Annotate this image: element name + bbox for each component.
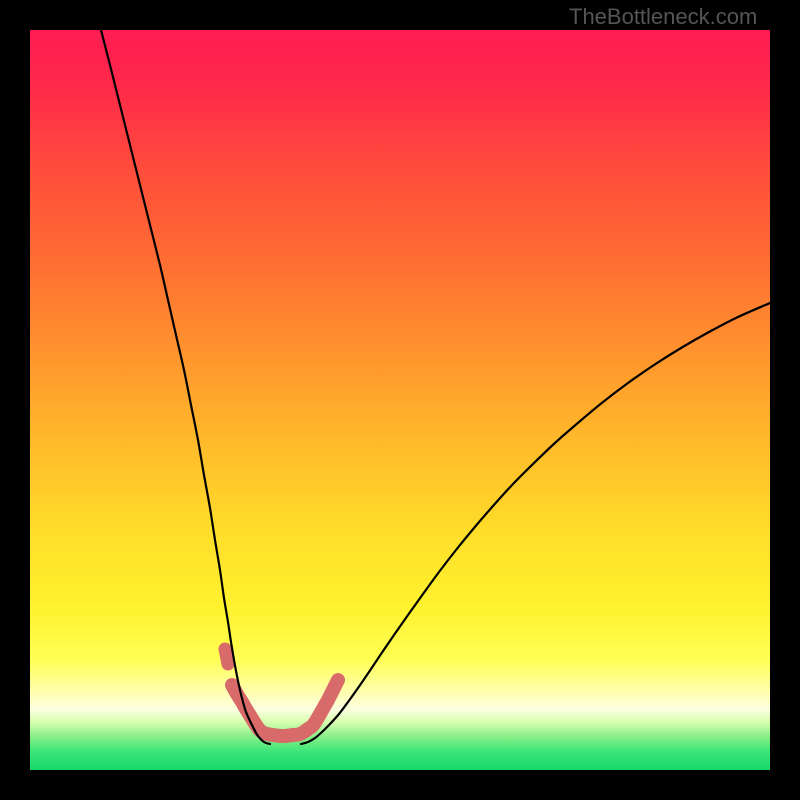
frame-bottom [0, 770, 800, 800]
chart-container: TheBottleneck.com [0, 0, 800, 800]
valley-highlight-bump [225, 649, 228, 664]
plot-svg [30, 30, 770, 770]
watermark-text: TheBottleneck.com [569, 4, 757, 30]
plot-area [30, 30, 770, 770]
frame-left [0, 0, 30, 800]
frame-right [770, 0, 800, 800]
gradient-background [30, 30, 770, 770]
